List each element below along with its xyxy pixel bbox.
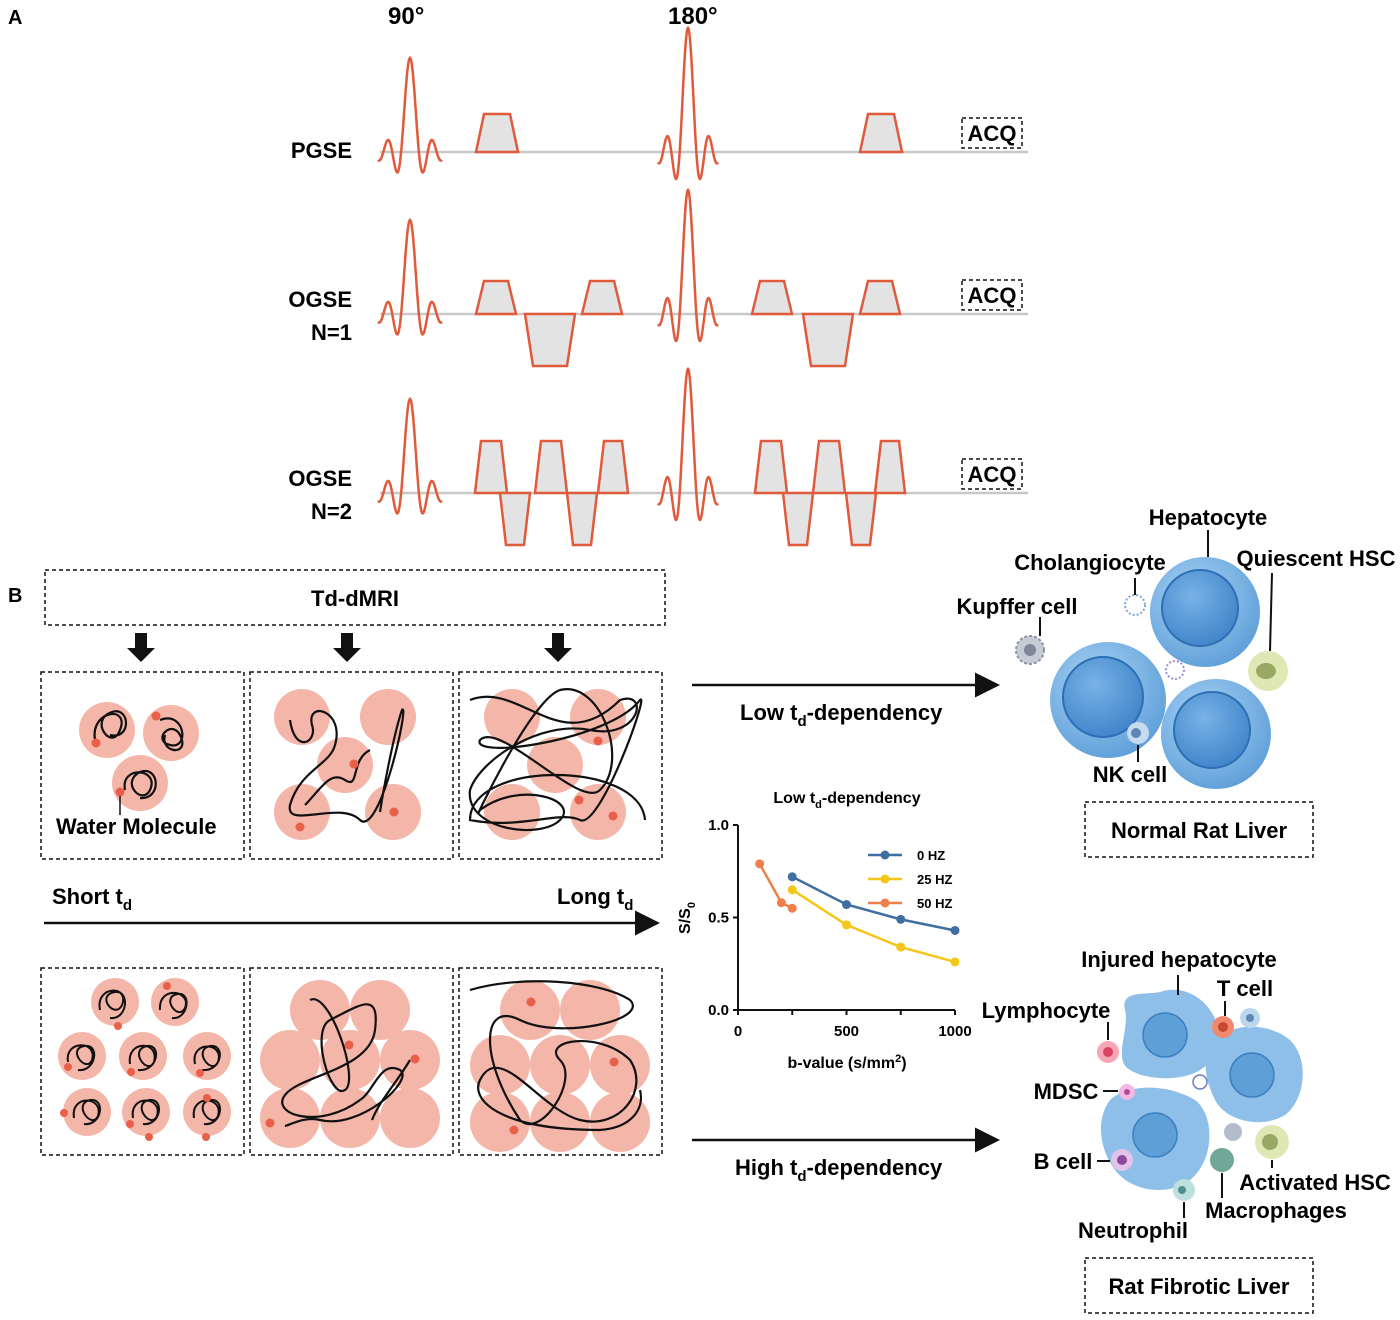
- sequence-label: OGSE: [288, 466, 352, 491]
- label-b-cell: B cell: [1034, 1149, 1093, 1174]
- signal-decay-chart: Low td-dependency 0.0 0.5 1.0 0 500 1000 0 HZ…: [677, 790, 972, 1072]
- chart-title: Low t: [773, 790, 815, 807]
- label-kupffer-cell: Kupffer cell: [956, 594, 1077, 619]
- pulse-sequences: ACQ PGSE ACQ OGSE N=1 ACQ OGSE N=2: [288, 25, 1028, 547]
- svg-text:High td-dependency: High td-dependency: [735, 1155, 943, 1185]
- sequence-label: OGSE: [288, 287, 352, 312]
- cholangiocyte-cell: [1124, 594, 1146, 616]
- svg-text:Long td: Long td: [557, 884, 633, 914]
- data-point: [950, 925, 960, 935]
- y-tick-label: 1.0: [708, 817, 729, 834]
- down-arrows: [127, 633, 572, 662]
- down-arrow-icon: [127, 633, 155, 662]
- label-nk-cell: NK cell: [1093, 762, 1168, 787]
- rf-pulse-180: [656, 25, 720, 181]
- y-tick-label: 0.0: [708, 1002, 729, 1019]
- high-dependency-label: High t: [735, 1155, 798, 1180]
- legend-label: 25 HZ: [917, 872, 952, 887]
- data-point: [896, 914, 906, 924]
- macrophage-cell: [1210, 1148, 1234, 1172]
- label-mdsc: MDSC: [1034, 1079, 1099, 1104]
- data-point: [755, 859, 765, 869]
- svg-text:b-value (s/mm2): b-value (s/mm2): [787, 1053, 906, 1072]
- chart-ylabel: S/S: [677, 908, 694, 934]
- short-td-label: Short t: [52, 884, 124, 909]
- svg-text:Low td-dependency: Low td-dependency: [740, 700, 943, 730]
- panel-b-letter: B: [8, 585, 22, 607]
- legend-label: 0 HZ: [917, 848, 945, 863]
- x-tick-label: 1000: [938, 1023, 971, 1040]
- data-point: [842, 900, 851, 910]
- label-neutrophil: Neutrophil: [1078, 1218, 1188, 1243]
- td-dmri-box: [44, 569, 666, 626]
- down-arrow-icon: [333, 633, 361, 662]
- pulse-90-label: 90°: [388, 3, 424, 30]
- normal-liver-title: Normal Rat Liver: [1111, 818, 1287, 843]
- data-point: [787, 903, 797, 913]
- acq-label: ACQ: [968, 121, 1017, 146]
- rf-pulse-180: [656, 366, 720, 522]
- data-point: [950, 957, 960, 967]
- sequence-row: ACQ OGSE N=1: [288, 187, 1028, 368]
- rf-pulse-90: [377, 218, 443, 336]
- rf-pulse-180: [656, 187, 720, 343]
- data-point: [896, 942, 906, 952]
- normal-liver-illustration: [1015, 530, 1288, 789]
- data-point: [776, 898, 786, 908]
- label-injured-hepatocyte: Injured hepatocyte: [1081, 947, 1277, 972]
- legend-label: 50 HZ: [917, 896, 952, 911]
- y-tick-label: 0.5: [708, 910, 729, 927]
- panel-a-letter: A: [8, 7, 22, 29]
- svg-text:Low td-dependency: Low td-dependency: [773, 790, 920, 811]
- fibrotic-liver-box: [1084, 1257, 1314, 1314]
- low-dependency-diffusion-row: [40, 671, 663, 860]
- x-tick-label: 0: [734, 1023, 742, 1040]
- sequence-label: PGSE: [291, 138, 352, 163]
- fibrotic-liver-title: Rat Fibrotic Liver: [1109, 1274, 1290, 1299]
- normal-liver-box: [1084, 801, 1314, 858]
- label-lymphocyte: Lymphocyte: [982, 998, 1111, 1023]
- pulse-180-label: 180°: [668, 3, 718, 30]
- sequence-sublabel: N=2: [311, 499, 352, 524]
- sequence-row: ACQ OGSE N=2: [288, 366, 1028, 547]
- svg-text:Short td: Short td: [52, 884, 132, 914]
- acq-label: ACQ: [968, 283, 1017, 308]
- series-line-1: [791, 888, 956, 964]
- td-dmri-header: Td-dMRI: [311, 586, 399, 611]
- chart-xlabel: b-value (s/mm: [787, 1055, 895, 1072]
- down-arrow-icon: [544, 633, 572, 662]
- label-cholangiocyte: Cholangiocyte: [1014, 550, 1166, 575]
- label-quiescent-hsc: Quiescent HSC: [1237, 546, 1396, 571]
- label-activated-hsc: Activated HSC: [1239, 1170, 1391, 1195]
- data-point: [787, 885, 797, 895]
- x-tick-label: 500: [834, 1023, 859, 1040]
- sequence-row: ACQ PGSE: [291, 25, 1028, 181]
- data-point: [842, 920, 851, 930]
- water-molecule-label: Water Molecule: [56, 814, 217, 839]
- label-macrophages: Macrophages: [1205, 1198, 1347, 1223]
- high-dependency-diffusion-row: [40, 967, 663, 1156]
- svg-text:S/S0: S/S0: [677, 902, 698, 934]
- label-t-cell: T cell: [1217, 976, 1273, 1001]
- series-line-2: [758, 863, 793, 910]
- rf-pulse-90: [377, 56, 443, 174]
- label-hepatocyte: Hepatocyte: [1149, 505, 1268, 530]
- series-line-0: [791, 875, 956, 932]
- sequence-sublabel: N=1: [311, 320, 352, 345]
- fibrotic-liver-illustration: [1097, 975, 1303, 1218]
- td-axis: Short td Long td: [44, 884, 660, 936]
- acq-label: ACQ: [968, 462, 1017, 487]
- data-point: [787, 872, 797, 882]
- long-td-label: Long t: [557, 884, 625, 909]
- low-dependency-label: Low t: [740, 700, 798, 725]
- cholangiocyte-cell: [1165, 660, 1185, 680]
- rf-pulse-90: [377, 397, 443, 515]
